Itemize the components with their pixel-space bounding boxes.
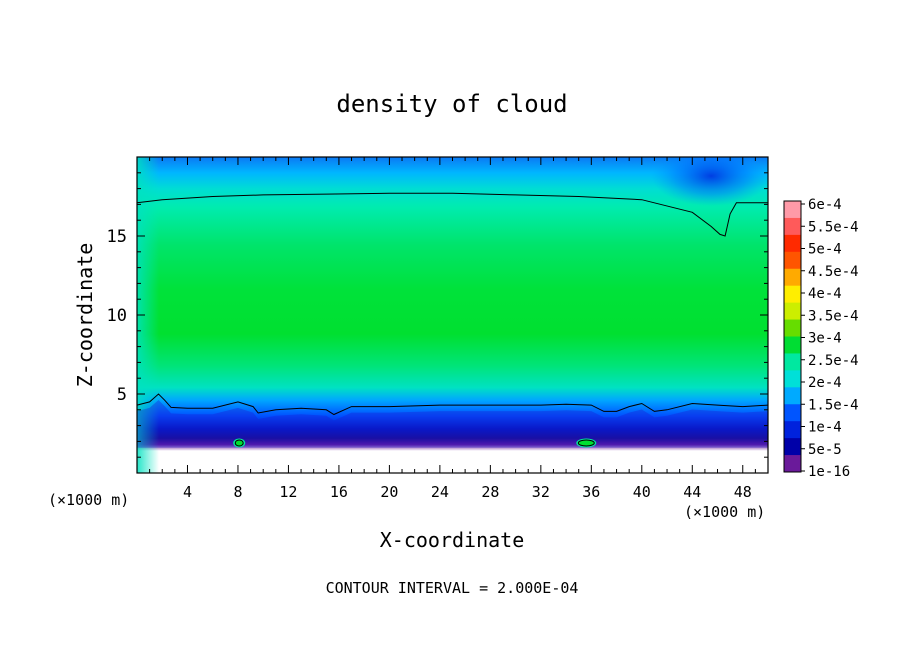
colorbar-swatch	[784, 319, 801, 337]
x-tick-label: 16	[330, 483, 348, 501]
colorbar-label: 2e-4	[808, 375, 842, 391]
colorbar: 6e-4 5.5e-4 5e-4 4.5e-4 4e-4 3.5e-4 3e-4 2.5e-4…	[783, 197, 859, 480]
colorbar-label: 5e-4	[808, 242, 842, 258]
contour-blobs	[233, 438, 597, 448]
colorbar-swatch	[784, 438, 801, 456]
chart-title: density of cloud	[336, 90, 567, 118]
colorbar-swatch	[784, 302, 801, 321]
colorbar-label: 5.5e-4	[808, 219, 859, 235]
x-tick-label: 4	[183, 483, 192, 501]
colorbar-label: 5e-5	[808, 442, 842, 458]
colorbar-label: 1e-4	[808, 420, 842, 436]
colorbar-label: 3.5e-4	[808, 308, 859, 324]
blob-contour	[234, 439, 244, 447]
colorbar-swatch	[784, 268, 801, 287]
x-axis-label: X-coordinate	[380, 528, 525, 552]
y-tick-label: 5	[117, 385, 127, 405]
field-fill	[137, 157, 768, 473]
contour-line-1	[136, 192, 768, 237]
x-tick-label: 24	[431, 483, 449, 501]
x-tick-label: 48	[734, 483, 752, 501]
blob-contour	[577, 439, 595, 447]
x-tick-label: 36	[582, 483, 600, 501]
colorbar-swatch	[784, 217, 801, 236]
contour-line-2	[136, 393, 769, 416]
colorbar-label: 3e-4	[808, 331, 842, 347]
colorbar-label: 4e-4	[808, 286, 842, 302]
colorbar-swatch	[784, 387, 801, 405]
y-tick-label: 10	[107, 306, 127, 326]
colorbar-swatch	[784, 404, 801, 422]
z-unit-label: (×1000 m)	[48, 491, 129, 509]
x-tick-label: 32	[532, 483, 550, 501]
x-tick-label: 44	[683, 483, 701, 501]
x-tick-label: 28	[481, 483, 499, 501]
colorbar-swatch	[784, 421, 801, 439]
colorbar-swatch	[784, 455, 801, 473]
y-tick-label: 15	[107, 227, 127, 247]
colorbar-label: 2.5e-4	[808, 353, 859, 369]
x-tick-label: 40	[633, 483, 651, 501]
x-tick-label: 8	[233, 483, 242, 501]
y-axis-label: Z-coordinate	[73, 243, 97, 388]
contour-interval-label: CONTOUR INTERVAL = 2.000E-04	[326, 579, 579, 597]
x-tick-label: 20	[380, 483, 398, 501]
colorbar-label: 6e-4	[808, 197, 842, 213]
colorbar-frame	[783, 200, 802, 473]
y-axis-ticks: 5 10 15	[107, 156, 768, 474]
x-axis-ticks: 4 8 12 16 20 24 28 32 36 40 44 48	[136, 157, 769, 501]
x-unit-label: (×1000 m)	[684, 503, 765, 521]
x-tick-label: 12	[279, 483, 297, 501]
lower-density-band	[137, 400, 768, 448]
colorbar-swatch	[784, 353, 801, 371]
colorbar-swatch	[784, 234, 801, 253]
contour-lines	[136, 192, 769, 416]
colorbar-label: 4.5e-4	[808, 264, 859, 280]
colorbar-swatch	[784, 285, 801, 304]
colorbar-swatch	[784, 370, 801, 388]
low-density-region	[651, 157, 768, 206]
colorbar-label: 1.5e-4	[808, 397, 859, 413]
colorbar-swatch	[784, 251, 801, 270]
colorbar-label: 1e-16	[808, 464, 850, 480]
colorbar-swatch	[784, 336, 801, 354]
colorbar-swatch	[784, 201, 801, 219]
